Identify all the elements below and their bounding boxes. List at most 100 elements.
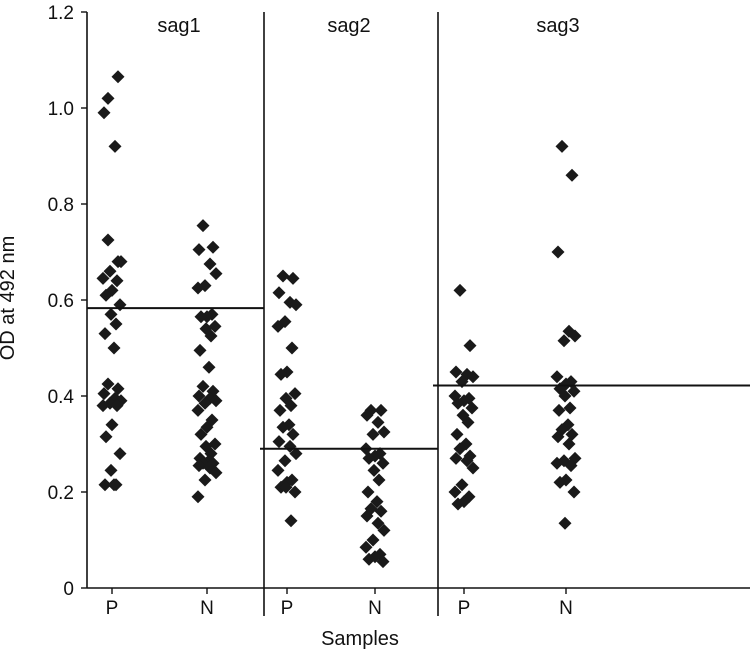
data-point-sag2-P [289, 447, 303, 461]
data-point-sag2-N [359, 540, 373, 554]
data-point-sag1-P [109, 317, 123, 331]
data-point-sag2-N [371, 415, 385, 429]
data-point-sag1-N [198, 473, 212, 487]
data-point-sag2-P [272, 286, 286, 300]
data-point-sag1-P [110, 274, 124, 288]
cutoff-layer [87, 307, 750, 450]
data-point-sag1-N [209, 466, 223, 480]
data-point-sag2-N [376, 456, 390, 470]
data-point-sag1-N [204, 329, 218, 343]
data-point-sag2-N [377, 425, 391, 439]
data-point-sag3-P [449, 451, 463, 465]
data-point-sag1-P [110, 399, 124, 413]
data-point-sag1-P [103, 264, 117, 278]
data-point-sag3-P [448, 485, 462, 499]
data-point-sag1-P [104, 307, 118, 321]
data-point-sag1-N [208, 319, 222, 333]
data-point-sag3-N [552, 403, 566, 417]
data-point-sag2-N [360, 509, 374, 523]
data-point-sag2-N [360, 408, 374, 422]
data-point-sag1-P [107, 341, 121, 355]
data-point-sag2-P [286, 427, 300, 441]
data-point-sag3-N [551, 430, 565, 444]
data-point-sag1-P [113, 298, 127, 312]
data-point-sag3-N [563, 401, 577, 415]
data-point-sag3-N [565, 427, 579, 441]
y-tick-label: 1.2 [48, 3, 74, 24]
data-point-sag2-N [362, 451, 376, 465]
data-point-sag3-P [451, 497, 465, 511]
group-label: N [200, 598, 214, 619]
data-point-sag3-N [555, 139, 569, 153]
group-label: P [458, 598, 471, 619]
data-point-sag3-P [451, 396, 465, 410]
data-point-sag3-N [558, 516, 572, 530]
data-point-sag1-N [194, 310, 208, 324]
data-point-sag2-N [371, 516, 385, 530]
data-point-sag1-P [101, 91, 115, 105]
data-point-sag2-P [274, 367, 288, 381]
data-point-sag1-N [194, 427, 208, 441]
data-point-sag3-N [550, 456, 564, 470]
data-point-sag1-P [99, 430, 113, 444]
data-point-sag2-P [279, 480, 293, 494]
group-label: P [106, 598, 119, 619]
data-point-sag1-N [191, 403, 205, 417]
y-tick-label: 0 [63, 579, 74, 600]
data-point-sag2-P [271, 463, 285, 477]
data-point-sag3-N [550, 370, 564, 384]
data-point-sag1-N [196, 379, 210, 393]
data-point-sag3-P [449, 365, 463, 379]
data-point-sag3-P [466, 461, 480, 475]
panel-label-sag3: sag3 [536, 15, 579, 37]
group-label: N [368, 598, 382, 619]
data-point-sag1-N [209, 267, 223, 281]
data-point-sag3-N [551, 245, 565, 259]
panel-label-sag1: sag1 [157, 15, 200, 37]
y-tick-label: 0.4 [48, 387, 75, 408]
data-point-sag1-N [198, 396, 212, 410]
data-point-sag2-P [288, 485, 302, 499]
points-layer [96, 70, 582, 569]
data-point-sag1-P [108, 139, 122, 153]
data-point-sag2-P [272, 435, 286, 449]
data-point-sag3-P [460, 454, 474, 468]
data-point-sag2-N [372, 473, 386, 487]
data-point-sag1-P [97, 387, 111, 401]
data-point-sag2-N [362, 552, 376, 566]
data-point-sag1-P [97, 106, 111, 120]
data-point-sag2-P [276, 420, 290, 434]
data-point-sag2-P [276, 269, 290, 283]
data-point-sag3-N [565, 168, 579, 182]
data-point-sag2-P [288, 387, 302, 401]
data-point-sag3-P [465, 401, 479, 415]
data-point-sag1-P [111, 382, 125, 396]
data-point-sag2-N [374, 504, 388, 518]
data-point-sag3-N [564, 459, 578, 473]
y-axis-title: OD at 492 nm [0, 236, 19, 361]
data-point-sag3-N [567, 485, 581, 499]
data-point-sag2-P [286, 271, 300, 285]
data-point-sag1-N [200, 420, 214, 434]
data-point-sag1-P [99, 288, 113, 302]
data-point-sag3-P [466, 370, 480, 384]
data-point-sag2-N [361, 485, 375, 499]
y-tick-label: 1.0 [48, 99, 74, 120]
data-point-sag2-N [374, 403, 388, 417]
data-point-sag2-N [370, 495, 384, 509]
group-label: P [281, 598, 294, 619]
data-point-sag2-P [289, 298, 303, 312]
data-point-sag3-N [568, 329, 582, 343]
x-axis-title: Samples [321, 628, 399, 650]
data-point-sag2-P [273, 403, 287, 417]
data-point-sag2-P [278, 454, 292, 468]
data-point-sag3-N [557, 334, 571, 348]
data-point-sag1-P [111, 255, 125, 269]
data-point-sag1-P [113, 447, 127, 461]
data-point-sag2-P [284, 399, 298, 413]
data-point-sag1-P [96, 271, 110, 285]
panel-label-sag2: sag2 [327, 15, 370, 37]
